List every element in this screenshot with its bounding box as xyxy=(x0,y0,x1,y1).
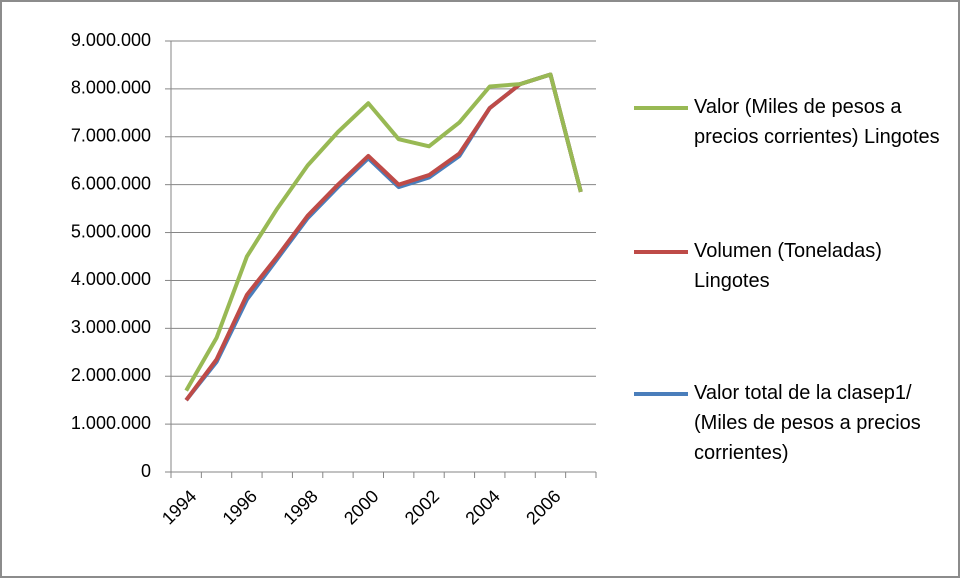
y-tick-label: 3.000.000 xyxy=(71,317,151,337)
y-tick-label: 8.000.000 xyxy=(71,78,151,98)
legend-item: Valor (Miles de pesos a precios corrient… xyxy=(634,92,954,152)
y-tick-label: 2.000.000 xyxy=(71,365,151,385)
y-tick-label: 1.000.000 xyxy=(71,413,151,433)
legend-key xyxy=(634,250,688,254)
y-tick-label: 6.000.000 xyxy=(71,173,151,193)
y-tick-label: 9.000.000 xyxy=(71,30,151,50)
legend-key xyxy=(634,106,688,110)
y-tick-label: 7.000.000 xyxy=(71,126,151,146)
series-line xyxy=(184,72,583,402)
y-tick-label: 0 xyxy=(141,461,151,481)
legend-item: Valor total de la clasep1/ (Miles de pes… xyxy=(634,378,954,468)
legend-label: Valor (Miles de pesos a precios corrient… xyxy=(694,96,940,148)
y-tick-label: 4.000.000 xyxy=(71,269,151,289)
legend-label: Volumen (Toneladas) Lingotes xyxy=(694,240,888,292)
legend-label: Valor total de la clasep1/ (Miles de pes… xyxy=(694,382,927,464)
legend-key xyxy=(634,392,688,396)
y-tick-label: 5.000.000 xyxy=(71,221,151,241)
series-line xyxy=(184,72,583,392)
legend-item: Volumen (Toneladas) Lingotes xyxy=(634,236,954,296)
